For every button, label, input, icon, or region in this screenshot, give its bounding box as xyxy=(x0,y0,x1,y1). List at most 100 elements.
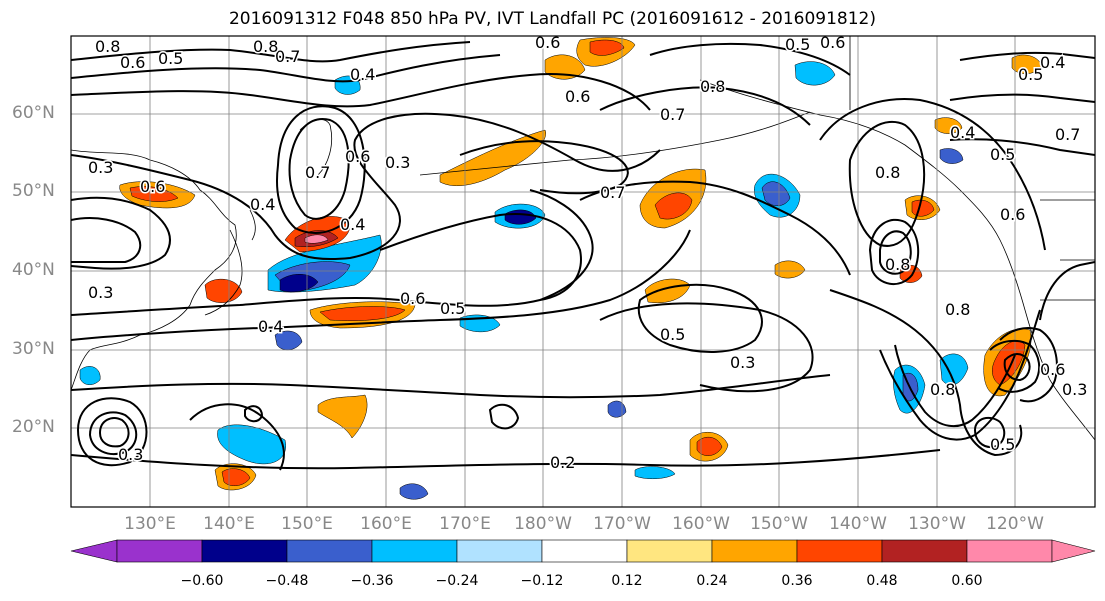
colorbar-tick-label: −0.48 xyxy=(265,573,309,589)
colorbar-bin xyxy=(541,539,628,563)
contour-line xyxy=(71,449,941,470)
contour-line xyxy=(71,229,691,341)
lon-label: 130°W xyxy=(908,514,966,534)
contour-label: 0.6 xyxy=(120,53,145,72)
positive-anomaly-peak xyxy=(304,234,329,244)
negative-anomaly-blob xyxy=(217,424,287,465)
contour-line xyxy=(989,339,1041,393)
contour-line xyxy=(949,138,1095,156)
contour-label: 0.5 xyxy=(440,299,465,318)
contour-line xyxy=(1003,353,1031,382)
colorbar-bin xyxy=(116,539,203,563)
contour-line xyxy=(637,283,763,353)
contour-label: 0.8 xyxy=(875,163,900,182)
contour-line xyxy=(71,73,651,111)
contour-label: 0.3 xyxy=(385,153,410,172)
contour-line xyxy=(459,140,629,195)
contour-line xyxy=(949,93,1095,103)
coastlines xyxy=(71,36,1095,441)
colorbar-bin xyxy=(456,539,543,563)
contour-label: 0.6 xyxy=(1000,205,1025,224)
positive-anomaly-blob xyxy=(774,260,806,279)
lon-label: 140°E xyxy=(203,514,255,534)
colorbar-tick-label: −0.12 xyxy=(520,573,564,589)
contour-label: 0.7 xyxy=(305,163,330,182)
lat-label: 60°N xyxy=(12,103,55,123)
contour-label: 0.8 xyxy=(253,37,278,56)
asia-coastline xyxy=(71,149,237,391)
negative-anomaly-blob xyxy=(607,400,627,418)
contour-line xyxy=(879,230,912,275)
colorbar-bin xyxy=(201,539,288,563)
contour-label: 0.6 xyxy=(535,33,560,52)
lon-label: 120°W xyxy=(986,514,1044,534)
contour-label: 0.5 xyxy=(990,145,1015,164)
contour-label: 0.4 xyxy=(258,317,283,336)
positive-anomaly-core xyxy=(589,39,625,56)
contour-line xyxy=(71,196,171,270)
contour-label: 0.4 xyxy=(1040,53,1065,72)
colorbar xyxy=(70,539,1096,563)
contour-label: 0.6 xyxy=(400,289,425,308)
colorbar-tick-label: 0.36 xyxy=(781,573,813,589)
negative-anomaly-blob xyxy=(274,330,303,351)
contour-label: 0.8 xyxy=(930,380,955,399)
contour-line xyxy=(868,218,920,285)
contour-label: 0.4 xyxy=(350,65,375,84)
contour-line xyxy=(244,405,264,423)
positive-anomaly-core xyxy=(319,306,406,321)
map-frame xyxy=(70,35,1096,508)
colorbar-tick-label: −0.36 xyxy=(350,573,394,589)
contour-line xyxy=(71,54,501,83)
positive-anomaly-blob xyxy=(934,117,963,134)
colorbar-bin xyxy=(626,539,713,563)
contour-line xyxy=(973,416,1006,449)
lat-label: 50°N xyxy=(12,181,55,201)
contour-label: 0.2 xyxy=(550,453,575,472)
contour-line xyxy=(819,98,1046,251)
colorbar-bin xyxy=(881,539,968,563)
contour-label: 0.6 xyxy=(565,87,590,106)
colorbar-extend-high xyxy=(1051,539,1096,563)
colorbar-bin xyxy=(286,539,373,563)
lon-label: 140°W xyxy=(829,514,887,534)
positive-anomaly-core xyxy=(992,340,1026,386)
contour-label: 0.8 xyxy=(945,300,970,319)
contour-label: 0.4 xyxy=(950,123,975,142)
aleutian-islands xyxy=(419,111,811,176)
canada-coast xyxy=(849,36,1095,301)
contour-line xyxy=(88,411,138,455)
contour-line xyxy=(649,42,851,76)
contour-label: 0.5 xyxy=(158,49,183,68)
lat-label: 30°N xyxy=(12,339,55,359)
alaska-coastline xyxy=(699,79,1095,441)
contour-line xyxy=(379,213,582,301)
colorbar-bin xyxy=(966,539,1053,563)
negative-anomaly-blob xyxy=(79,366,101,385)
lon-label: 150°E xyxy=(281,514,333,534)
ivt-anomaly-fills xyxy=(79,37,1043,500)
contour-label: 0.3 xyxy=(118,445,143,464)
lon-label: 160°W xyxy=(672,514,730,534)
negative-anomaly-core xyxy=(761,181,791,206)
contour-line xyxy=(579,180,851,276)
contour-line xyxy=(894,344,1016,428)
contour-label: 0.4 xyxy=(250,195,275,214)
contour-line xyxy=(599,302,814,393)
contour-label: 0.8 xyxy=(885,255,910,274)
contour-label: 0.7 xyxy=(1055,125,1080,144)
contour-label: 0.3 xyxy=(730,353,755,372)
lat-label: 20°N xyxy=(12,417,55,437)
positive-anomaly-blob xyxy=(317,394,368,439)
contour-label: 0.5 xyxy=(660,325,685,344)
contour-label: 0.7 xyxy=(275,47,300,66)
lat-label: 40°N xyxy=(12,260,55,280)
contour-line xyxy=(275,105,366,234)
contour-line xyxy=(488,403,520,430)
contour-line xyxy=(71,374,831,399)
contour-label: 0.5 xyxy=(785,35,810,54)
colorbar-bin xyxy=(796,539,883,563)
plot-title: 2016091312 F048 850 hPa PV, IVT Landfall… xyxy=(228,9,876,29)
positive-anomaly-blob xyxy=(204,278,243,303)
contour-line xyxy=(71,41,471,63)
